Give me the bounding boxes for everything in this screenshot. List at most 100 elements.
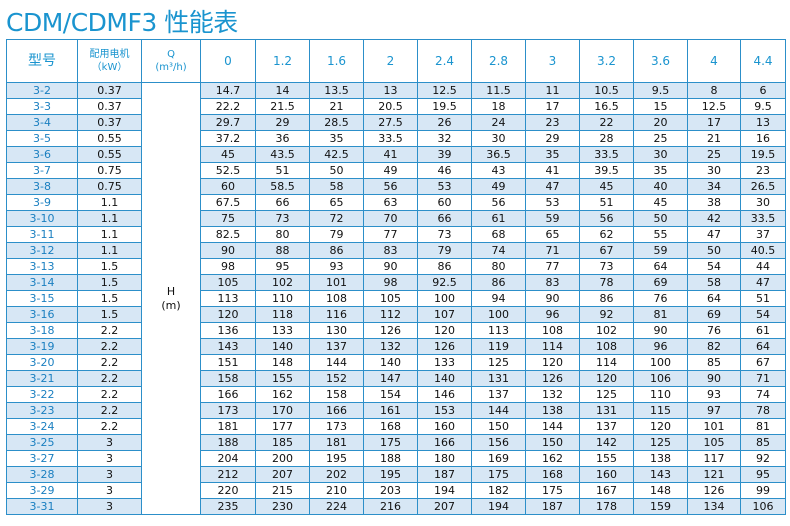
table-row: 3-7 0.75 52.5 51 50 49 46 43 41 39.5 35 30 23 bbox=[6, 162, 786, 179]
head-value-cell: 99 bbox=[740, 482, 786, 499]
head-value-cell: 140 bbox=[363, 354, 418, 371]
head-value-cell: 30 bbox=[633, 146, 688, 163]
head-value-cell: 70 bbox=[363, 210, 418, 227]
head-value-cell: 105 bbox=[200, 274, 256, 291]
header-flow: 4.4 bbox=[740, 39, 786, 83]
head-value-cell: 74 bbox=[471, 242, 526, 259]
head-value-cell: 146 bbox=[417, 386, 472, 403]
head-value-cell: 30 bbox=[687, 162, 741, 179]
head-value-cell: 132 bbox=[525, 386, 580, 403]
table-row: 3-14 1.5 105 102 101 98 92.5 86 83 78 69 58 47 bbox=[6, 274, 786, 291]
head-value-cell: 17 bbox=[525, 98, 580, 115]
head-value-cell: 68 bbox=[471, 226, 526, 243]
table-row: 3-12 1.1 90 88 86 83 79 74 71 67 59 50 40.5 bbox=[6, 242, 786, 259]
table-row: 3-13 1.5 98 95 93 90 86 80 77 73 64 54 44 bbox=[6, 258, 786, 275]
head-value-cell: 35 bbox=[633, 162, 688, 179]
head-value-cell: 19.5 bbox=[740, 146, 786, 163]
head-value-cell: 108 bbox=[525, 322, 580, 339]
head-value-cell: 203 bbox=[363, 482, 418, 499]
head-value-cell: 148 bbox=[633, 482, 688, 499]
head-value-cell: 44 bbox=[740, 258, 786, 275]
table-body: 3-2 0.37 H (m) 14.7 14 13.5 13 12.5 11.5 11 10.5 9.5… bbox=[6, 82, 786, 515]
head-value-cell: 105 bbox=[363, 290, 418, 307]
head-value-cell: 108 bbox=[579, 338, 634, 355]
model-cell: 3-29 bbox=[6, 482, 78, 499]
head-value-cell: 140 bbox=[255, 338, 310, 355]
head-value-cell: 69 bbox=[633, 274, 688, 291]
head-value-cell: 83 bbox=[363, 242, 418, 259]
head-value-cell: 39.5 bbox=[579, 162, 634, 179]
table-row: 3-2 0.37 H (m) 14.7 14 13.5 13 12.5 11.5 11 10.5 9.5… bbox=[6, 82, 786, 515]
model-cell: 3-18 bbox=[6, 322, 78, 339]
table-row: 3-5 0.55 37.2 36 35 33.5 32 30 29 28 25 21 16 bbox=[6, 130, 786, 147]
head-value-cell: 8 bbox=[687, 82, 741, 99]
head-value-cell: 71 bbox=[740, 370, 786, 387]
head-value-cell: 33.5 bbox=[363, 130, 418, 147]
head-value-cell: 120 bbox=[525, 354, 580, 371]
head-value-cell: 138 bbox=[633, 450, 688, 467]
power-cell: 0.55 bbox=[77, 130, 142, 147]
head-value-cell: 102 bbox=[579, 322, 634, 339]
head-value-cell: 230 bbox=[255, 498, 310, 515]
header-model: 型号 bbox=[6, 39, 78, 83]
head-value-cell: 161 bbox=[363, 402, 418, 419]
head-value-cell: 140 bbox=[417, 370, 472, 387]
head-value-cell: 83 bbox=[525, 274, 580, 291]
head-value-cell: 92 bbox=[579, 306, 634, 323]
head-value-cell: 126 bbox=[417, 338, 472, 355]
head-value-cell: 142 bbox=[579, 434, 634, 451]
head-value-cell: 27.5 bbox=[363, 114, 418, 131]
head-value-cell: 45 bbox=[579, 178, 634, 195]
model-cell: 3-11 bbox=[6, 226, 78, 243]
head-value-cell: 22.2 bbox=[200, 98, 256, 115]
head-label: H (m) bbox=[141, 82, 201, 515]
head-value-cell: 144 bbox=[471, 402, 526, 419]
head-value-cell: 80 bbox=[471, 258, 526, 275]
power-cell: 2.2 bbox=[77, 418, 142, 435]
head-value-cell: 147 bbox=[363, 370, 418, 387]
head-value-cell: 86 bbox=[417, 258, 472, 275]
head-value-cell: 73 bbox=[255, 210, 310, 227]
head-value-cell: 120 bbox=[417, 322, 472, 339]
head-value-cell: 155 bbox=[579, 450, 634, 467]
head-label-line1: H bbox=[166, 284, 176, 298]
table-row: 3-21 2.2 158 155 152 147 140 131 126 120 106 90 71 bbox=[6, 370, 786, 387]
head-value-cell: 115 bbox=[633, 402, 688, 419]
model-cell: 3-31 bbox=[6, 498, 78, 515]
head-value-cell: 10.5 bbox=[579, 82, 634, 99]
table-row: 3-15 1.5 113 110 108 105 100 94 90 86 76 64 51 bbox=[6, 290, 786, 307]
head-value-cell: 11 bbox=[525, 82, 580, 99]
head-value-cell: 28 bbox=[579, 130, 634, 147]
head-value-cell: 58.5 bbox=[255, 178, 310, 195]
head-value-cell: 138 bbox=[525, 402, 580, 419]
head-value-cell: 131 bbox=[471, 370, 526, 387]
head-value-cell: 96 bbox=[633, 338, 688, 355]
power-cell: 1.1 bbox=[77, 210, 142, 227]
head-value-cell: 148 bbox=[255, 354, 310, 371]
head-value-cell: 216 bbox=[363, 498, 418, 515]
power-cell: 0.75 bbox=[77, 178, 142, 195]
head-value-cell: 36 bbox=[255, 130, 310, 147]
header-flow: 0 bbox=[200, 39, 256, 83]
head-value-cell: 88 bbox=[255, 242, 310, 259]
table-row: 3-25 3 188 185 181 175 166 156 150 142 125 105 85 bbox=[6, 434, 786, 451]
model-cell: 3-12 bbox=[6, 242, 78, 259]
head-value-cell: 43.5 bbox=[255, 146, 310, 163]
power-cell: 3 bbox=[77, 498, 142, 515]
model-cell: 3-6 bbox=[6, 146, 78, 163]
head-value-cell: 175 bbox=[471, 466, 526, 483]
table-row: 3-24 2.2 181 177 173 168 160 150 144 137 120 101 81 bbox=[6, 418, 786, 435]
head-value-cell: 16.5 bbox=[579, 98, 634, 115]
head-value-cell: 65 bbox=[309, 194, 364, 211]
head-value-cell: 56 bbox=[471, 194, 526, 211]
head-value-cell: 86 bbox=[309, 242, 364, 259]
table-row: 3-27 3 204 200 195 188 180 169 162 155 138 117 92 bbox=[6, 450, 786, 467]
table-row: 3-19 2.2 143 140 137 132 126 119 114 108 96 82 64 bbox=[6, 338, 786, 355]
head-value-cell: 61 bbox=[740, 322, 786, 339]
head-value-cell: 49 bbox=[471, 178, 526, 195]
head-value-cell: 43 bbox=[471, 162, 526, 179]
head-value-cell: 58 bbox=[309, 178, 364, 195]
head-value-cell: 86 bbox=[579, 290, 634, 307]
head-value-cell: 95 bbox=[740, 466, 786, 483]
head-value-cell: 85 bbox=[687, 354, 741, 371]
